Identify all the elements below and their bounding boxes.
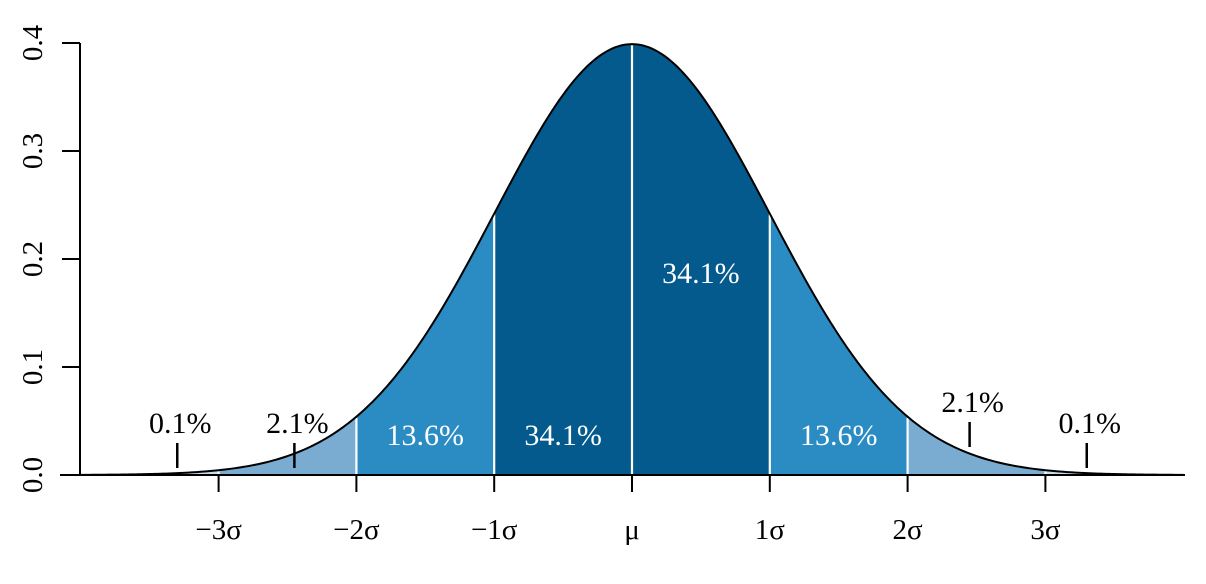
region-area-3 <box>494 44 632 475</box>
y-tick-label: 0.4 <box>17 24 49 61</box>
x-tick-label: −3σ <box>195 514 242 546</box>
x-tick-label: 1σ <box>755 514 786 546</box>
y-tick-label: 0.2 <box>17 241 49 277</box>
region-percent-label: 2.1% <box>941 386 1004 419</box>
x-tick-label: 3σ <box>1030 514 1061 546</box>
region-area-1 <box>218 416 357 475</box>
sigma-dividers <box>217 45 1047 475</box>
x-tick-label: 2σ <box>893 514 924 546</box>
region-percent-label: 2.1% <box>266 407 329 440</box>
x-tick-label: −1σ <box>471 514 518 546</box>
region-percent-label: 34.1% <box>662 257 740 290</box>
region-percent-label: 13.6% <box>800 419 878 452</box>
region-percent-label: 13.6% <box>387 419 465 452</box>
region-percent-label: 0.1% <box>1058 407 1121 440</box>
region-percent-label: 0.1% <box>149 407 212 440</box>
x-tick-label: −2σ <box>333 514 380 546</box>
y-axis-ticks: 0.0 0.1 0.2 0.3 0.4 <box>17 24 80 493</box>
region-area-4 <box>632 44 770 475</box>
density-curve <box>80 43 1184 476</box>
x-axis-ticks: −3σ −2σ −1σ μ 1σ 2σ 3σ <box>195 475 1061 546</box>
region-area-6 <box>907 416 1046 475</box>
y-tick-label: 0.1 <box>17 349 49 385</box>
y-tick-label: 0.3 <box>17 133 49 169</box>
x-tick-label: μ <box>624 514 640 546</box>
region-labels: 0.1% 2.1% 13.6% 34.1% 34.1% 13.6% 2.1% 0.1% <box>149 257 1121 468</box>
y-tick-label: 0.0 <box>17 457 49 493</box>
region-percent-label: 34.1% <box>524 419 602 452</box>
